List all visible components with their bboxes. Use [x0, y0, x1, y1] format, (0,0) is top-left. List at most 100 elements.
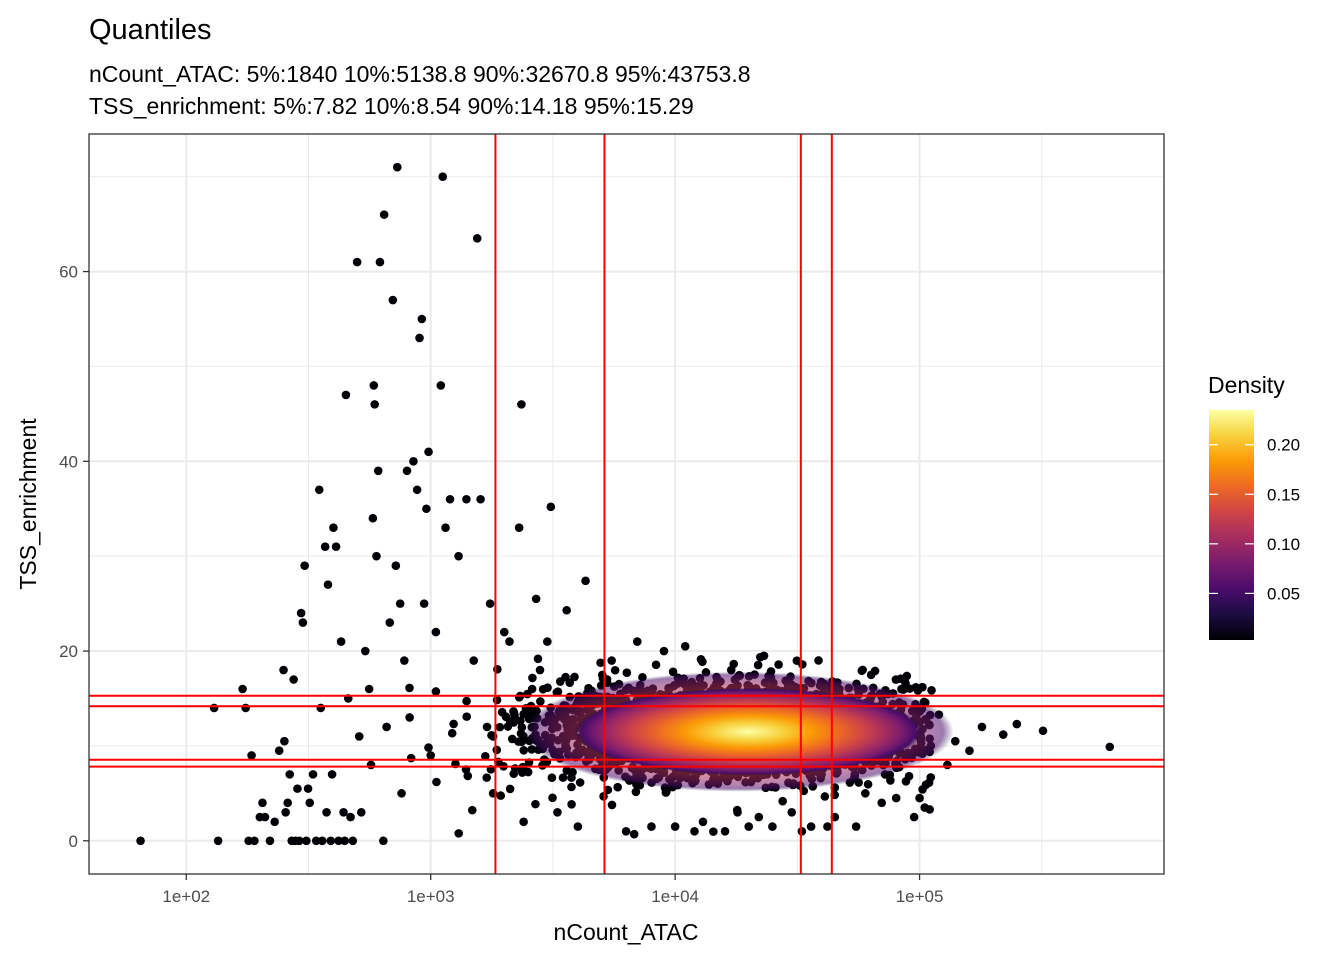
- scatter-point: [603, 785, 613, 795]
- scatter-point: [567, 799, 576, 809]
- scatter-point: [316, 703, 326, 713]
- scatter-point: [281, 808, 290, 817]
- scatter-point: [547, 773, 557, 782]
- scatter-point: [364, 684, 374, 694]
- scatter-point: [348, 836, 358, 846]
- legend-label: 0.15: [1267, 485, 1300, 504]
- scatter-point: [296, 608, 306, 618]
- scatter-point: [756, 652, 765, 662]
- scatter-point: [567, 782, 576, 792]
- scatter-point: [629, 829, 639, 839]
- y-axis-title: TSS_enrichment: [15, 418, 41, 590]
- scatter-point: [447, 728, 457, 738]
- legend-label: 0.05: [1267, 584, 1300, 603]
- density-core: [523, 671, 954, 792]
- scatter-point: [621, 827, 631, 836]
- scatter-point: [454, 551, 463, 561]
- x-tick-label: 1e+03: [407, 887, 455, 906]
- scatter-point: [533, 654, 543, 664]
- scatter-point: [651, 660, 661, 670]
- scatter-point: [250, 836, 259, 846]
- scatter-point: [516, 716, 525, 726]
- scatter-point: [340, 836, 350, 846]
- scatter-point: [555, 677, 565, 686]
- scatter-point: [339, 808, 348, 817]
- scatter-point: [709, 827, 718, 836]
- scatter-point: [354, 732, 364, 741]
- scatter-point: [596, 658, 605, 668]
- legend-colorbar: [1209, 410, 1254, 640]
- scatter-point: [696, 655, 706, 664]
- scatter-point: [431, 687, 441, 696]
- scatter-point: [462, 494, 471, 504]
- scatter-point: [385, 618, 395, 627]
- legend-ticks: 0.05 0.10 0.15 0.20: [1209, 436, 1300, 603]
- scatter-point: [391, 561, 401, 570]
- scatter-point: [283, 798, 293, 808]
- scatter-point: [575, 778, 585, 787]
- scatter-point: [753, 660, 763, 670]
- scatter-point: [317, 836, 327, 846]
- scatter-point: [565, 678, 575, 687]
- scatter-point: [327, 770, 337, 779]
- scatter-point: [346, 812, 355, 822]
- scatter-point: [302, 836, 311, 846]
- scatter-point: [546, 502, 556, 512]
- scatter-point: [680, 642, 690, 651]
- scatter-point: [543, 637, 552, 646]
- scatter-point: [438, 172, 448, 181]
- scatter-point: [965, 746, 974, 755]
- scatter-point: [426, 751, 436, 760]
- scatter-point: [496, 791, 506, 800]
- scatter-point: [415, 333, 424, 343]
- scatter-point: [607, 656, 616, 665]
- scatter-point: [417, 314, 427, 324]
- scatter-point: [659, 646, 669, 656]
- scatter-point: [1012, 719, 1022, 729]
- scatter-point: [298, 618, 308, 627]
- x-tick-label: 1e+05: [896, 887, 944, 906]
- scatter-point: [925, 805, 934, 814]
- scatter-point: [531, 594, 541, 604]
- y-tick-label: 20: [59, 642, 78, 661]
- scatter-point: [851, 822, 861, 831]
- scatter-point: [814, 656, 823, 665]
- scatter-point: [950, 736, 960, 746]
- scatter-point: [698, 817, 708, 827]
- scatter-point: [424, 447, 433, 457]
- scatter-point: [372, 551, 381, 561]
- scatter-point: [320, 542, 330, 551]
- scatter-point: [258, 798, 267, 808]
- scatter-point: [536, 697, 545, 706]
- scatter-point: [441, 523, 450, 533]
- scatter-point: [909, 812, 919, 822]
- scatter-point: [293, 784, 302, 793]
- scatter-point: [915, 793, 924, 803]
- scatter-point: [632, 637, 642, 646]
- quantile-lines: [89, 134, 1164, 874]
- scatter-point: [370, 400, 379, 409]
- scatter-point: [861, 789, 870, 798]
- scatter-point: [519, 746, 529, 755]
- scatter-point: [607, 800, 617, 810]
- scatter-point: [610, 665, 620, 675]
- legend: Density 0.05 0.10 0.15 0.20: [1208, 372, 1300, 640]
- scatter-point: [505, 637, 514, 646]
- scatter-point: [553, 687, 563, 696]
- scatter-point: [213, 836, 223, 846]
- scatter-point: [265, 836, 275, 846]
- scatter-point: [445, 494, 455, 504]
- scatter-point: [670, 822, 680, 831]
- scatter-point: [662, 786, 671, 796]
- scatter-point: [581, 576, 590, 586]
- scatter-point: [392, 162, 402, 172]
- scatter-point: [891, 793, 901, 803]
- scatter-point: [911, 683, 921, 692]
- x-tick-label: 1e+02: [162, 887, 210, 906]
- scatter-point: [280, 736, 289, 746]
- scatter-point: [285, 770, 295, 779]
- scatter-point: [329, 523, 338, 533]
- scatter-point: [492, 695, 502, 705]
- scatter-point: [136, 836, 145, 846]
- scatter-point: [311, 836, 321, 846]
